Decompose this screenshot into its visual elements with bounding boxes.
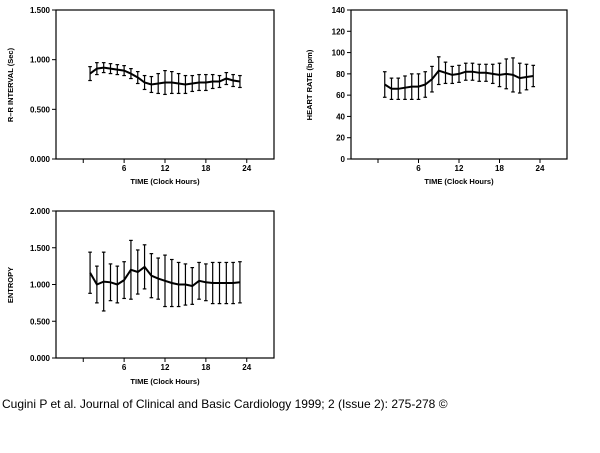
x-tick-label: 24	[536, 164, 545, 173]
y-axis-label: HEART RATE (bpm)	[305, 49, 314, 120]
x-tick-label: 24	[242, 164, 251, 173]
y-axis-label: R–R INTERVAL (Sec)	[6, 47, 15, 122]
chart-panel-2: 0 20 40 60 80 100 120 140 6 12 18 24 TIME (Clock Hou…	[305, 6, 568, 186]
y-tick-label: 0.500	[30, 105, 51, 114]
figure: 0.000 0.500 1.000 1.500 6 12 18 24 TIME (Clock H…	[6, 6, 568, 386]
y-tick-label: 0.500	[30, 317, 51, 326]
y-tick-label: 1.000	[30, 281, 51, 290]
x-tick-label: 6	[122, 164, 127, 173]
y-tick-label: 140	[332, 6, 346, 15]
y-tick-label: 60	[336, 91, 345, 100]
plot-frame	[350, 9, 568, 160]
y-tick-label: 0.000	[30, 155, 51, 164]
y-tick-label: 1.500	[30, 6, 51, 15]
y-axis-label: ENTROPY	[6, 267, 15, 303]
y-tick-label: 100	[332, 49, 346, 58]
x-tick-label: 6	[416, 164, 421, 173]
y-tick-label: 1.000	[30, 56, 51, 65]
chart-panel-1: 0.000 0.500 1.000 1.500 6 12 18 24 TIME (Clock H…	[6, 6, 275, 186]
chart-panel-3: 0.000 0.500 1.000 1.500 2.000 6 12 18 24 TIME (Cl…	[6, 207, 275, 386]
series-line	[89, 265, 241, 288]
x-tick-label: 12	[161, 363, 170, 372]
series-line	[89, 66, 241, 86]
x-axis-label: TIME (Clock Hours)	[130, 377, 200, 386]
y-tick-label: 1.500	[30, 244, 51, 253]
x-tick-label: 12	[455, 164, 464, 173]
x-tick-label: 24	[242, 363, 251, 372]
y-tick-label: 120	[332, 27, 346, 36]
x-tick-label: 18	[201, 363, 210, 372]
series-line	[384, 69, 534, 90]
citation-text: Cugini P et al. Journal of Clinical and …	[2, 397, 448, 411]
y-tick-label: 0.000	[30, 354, 51, 363]
y-tick-label: 0	[341, 155, 346, 164]
y-tick-label: 2.000	[30, 207, 51, 216]
x-tick-label: 6	[122, 363, 127, 372]
y-tick-label: 20	[336, 134, 345, 143]
y-tick-label: 80	[336, 70, 345, 79]
x-tick-label: 18	[201, 164, 210, 173]
x-axis-label: TIME (Clock Hours)	[130, 177, 200, 186]
y-tick-label: 40	[336, 112, 345, 121]
x-tick-label: 12	[161, 164, 170, 173]
x-tick-label: 18	[495, 164, 504, 173]
x-axis-label: TIME (Clock Hours)	[424, 177, 494, 186]
